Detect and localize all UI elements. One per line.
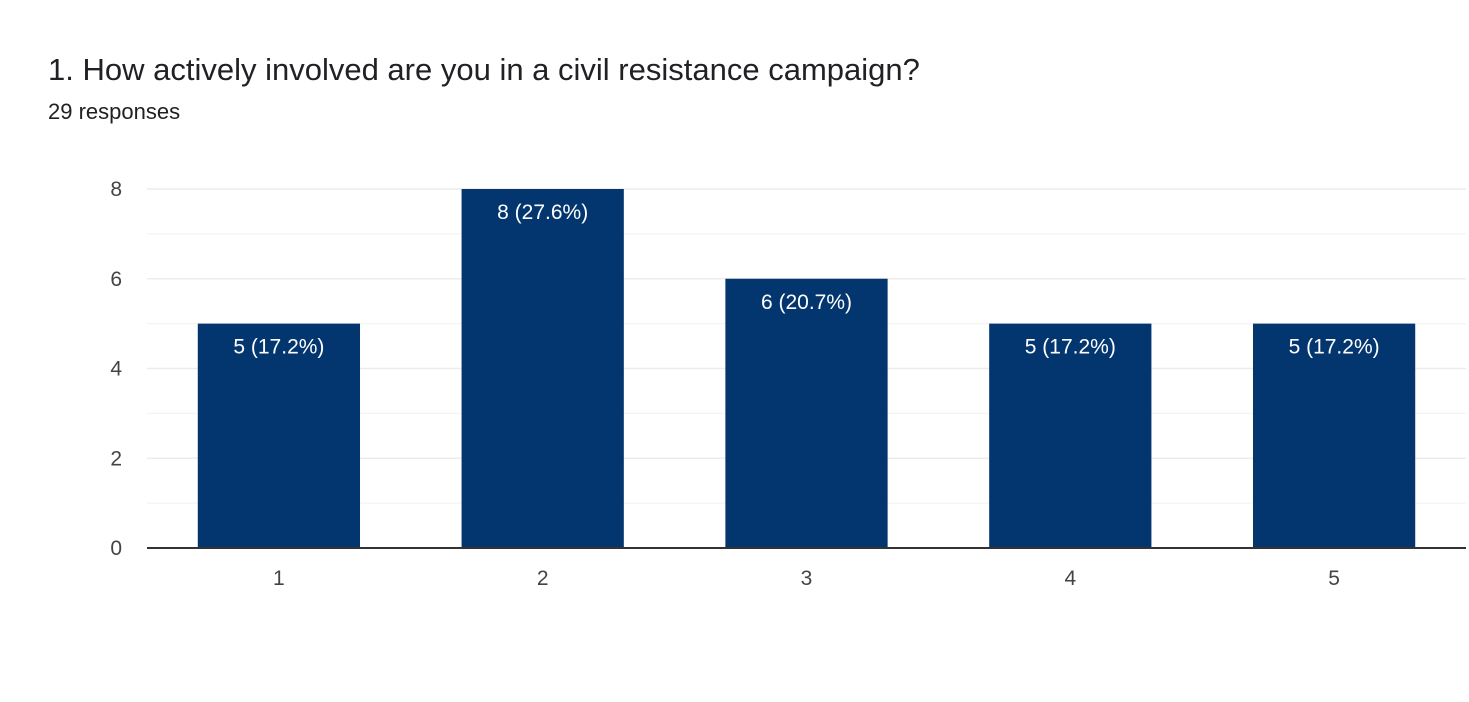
bar-2 <box>461 189 624 548</box>
bar-3 <box>725 278 888 548</box>
bar-1 <box>197 323 361 548</box>
question-title: 1. How actively involved are you in a ci… <box>48 52 920 87</box>
y-tick-label: 2 <box>110 447 122 470</box>
x-tick-label: 1 <box>273 567 285 590</box>
bar-5 <box>1252 323 1416 548</box>
y-axis-ticks: 0 2 4 6 8 <box>110 178 122 560</box>
x-axis-ticks: 1 2 3 4 5 <box>273 567 1340 590</box>
response-count: 29 responses <box>48 99 181 124</box>
y-tick-label: 4 <box>110 358 122 381</box>
bar-data-label: 6 (20.7%) <box>761 291 852 314</box>
bar-data-label: 5 (17.2%) <box>233 336 324 359</box>
bar-data-label: 5 (17.2%) <box>1025 336 1116 359</box>
bar-4 <box>989 323 1152 548</box>
y-tick-label: 8 <box>110 178 122 201</box>
y-tick-label: 0 <box>110 537 122 560</box>
bars: 5 (17.2%) 8 (27.6%) 6 (20.7%) 5 (17.2%) 5 (1… <box>197 189 1416 548</box>
x-tick-label: 3 <box>801 567 813 590</box>
bar-data-label: 5 (17.2%) <box>1289 336 1380 359</box>
y-tick-label: 6 <box>110 268 122 291</box>
x-tick-label: 4 <box>1064 567 1076 590</box>
bar-data-label: 8 (27.6%) <box>497 201 588 224</box>
x-tick-label: 5 <box>1328 567 1340 590</box>
x-tick-label: 2 <box>537 567 549 590</box>
